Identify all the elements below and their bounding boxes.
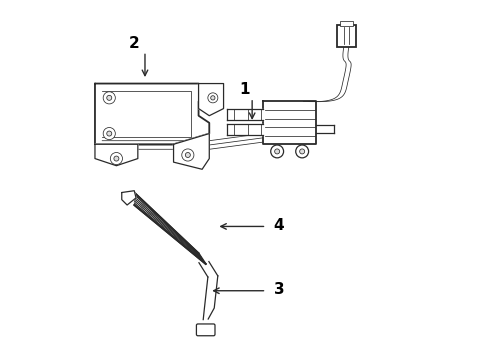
Circle shape xyxy=(103,92,115,104)
Polygon shape xyxy=(122,191,136,205)
Polygon shape xyxy=(198,84,223,116)
Circle shape xyxy=(211,96,215,100)
Text: 4: 4 xyxy=(273,218,284,233)
Polygon shape xyxy=(227,123,263,135)
FancyBboxPatch shape xyxy=(341,21,352,26)
Circle shape xyxy=(107,131,112,136)
Circle shape xyxy=(296,145,309,158)
Circle shape xyxy=(275,149,280,154)
Circle shape xyxy=(114,156,119,161)
Circle shape xyxy=(208,93,218,103)
Circle shape xyxy=(182,149,194,161)
FancyBboxPatch shape xyxy=(196,324,215,336)
Text: 3: 3 xyxy=(273,282,284,297)
Circle shape xyxy=(107,95,112,100)
Polygon shape xyxy=(227,109,263,120)
Circle shape xyxy=(110,153,122,165)
Circle shape xyxy=(103,127,115,140)
Circle shape xyxy=(300,149,305,154)
Polygon shape xyxy=(134,193,206,264)
Polygon shape xyxy=(95,84,209,144)
FancyBboxPatch shape xyxy=(337,24,356,47)
Polygon shape xyxy=(263,102,317,144)
Text: 2: 2 xyxy=(129,36,140,51)
Circle shape xyxy=(270,145,284,158)
Text: 1: 1 xyxy=(240,82,250,97)
Circle shape xyxy=(185,153,190,157)
Polygon shape xyxy=(173,134,209,169)
Polygon shape xyxy=(95,144,138,166)
